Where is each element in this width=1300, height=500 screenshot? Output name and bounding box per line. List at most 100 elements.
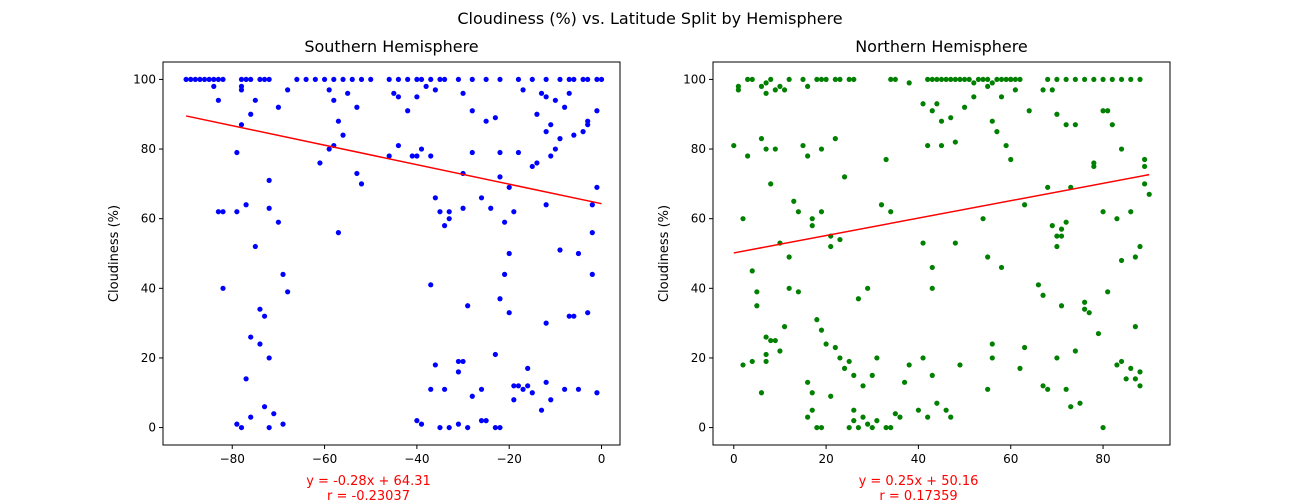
- northern-data-point: [772, 337, 778, 344]
- southern-data-point: [432, 362, 438, 368]
- northern-y-tick-label: 0: [698, 421, 706, 435]
- northern-data-point: [1128, 365, 1134, 371]
- southern-data-point: [455, 369, 462, 375]
- northern-data-point: [809, 407, 815, 413]
- southern-y-axis-label: Cloudiness (%): [107, 205, 122, 302]
- southern-data-point: [575, 250, 582, 257]
- southern-data-point: [206, 76, 212, 83]
- northern-data-point: [841, 174, 848, 180]
- southern-data-point: [492, 115, 498, 121]
- southern-data-point: [285, 289, 291, 295]
- southern-data-point: [497, 424, 503, 431]
- southern-data-point: [248, 414, 254, 420]
- northern-data-point: [985, 254, 991, 260]
- southern-data-point: [566, 313, 572, 319]
- northern-data-point: [809, 390, 815, 396]
- northern-data-point: [818, 327, 825, 333]
- northern-data-point: [929, 372, 935, 378]
- northern-data-point: [869, 424, 875, 431]
- southern-x-tick-label: −20: [497, 452, 522, 466]
- southern-data-point: [552, 97, 558, 103]
- northern-y-tick-label: 20: [691, 351, 706, 365]
- southern-data-point: [414, 153, 420, 159]
- northern-data-point: [929, 285, 935, 291]
- southern-data-point: [501, 271, 508, 277]
- southern-data-point: [331, 97, 337, 103]
- southern-data-point: [312, 76, 318, 83]
- northern-data-point: [888, 209, 894, 215]
- southern-data-point: [460, 90, 466, 96]
- southern-data-point: [238, 87, 245, 93]
- southern-data-point: [529, 163, 535, 170]
- northern-data-point: [745, 153, 751, 159]
- northern-data-point: [805, 379, 811, 385]
- northern-data-point: [1068, 404, 1074, 410]
- southern-data-point: [326, 146, 332, 152]
- southern-data-point: [211, 83, 217, 89]
- northern-data-point: [938, 142, 945, 149]
- northern-data-point: [758, 136, 765, 142]
- southern-y-tick-label: 100: [133, 72, 156, 86]
- southern-data-point: [571, 132, 577, 138]
- northern-data-point: [818, 424, 825, 431]
- southern-data-point: [257, 76, 263, 83]
- southern-data-point: [340, 76, 346, 83]
- northern-data-point: [1146, 191, 1152, 197]
- northern-data-point: [1017, 76, 1023, 83]
- northern-data-point: [1132, 324, 1138, 330]
- southern-data-point: [520, 87, 526, 93]
- northern-data-point: [772, 87, 778, 93]
- northern-data-point: [749, 358, 755, 365]
- southern-data-point: [215, 209, 221, 215]
- northern-data-point: [828, 393, 834, 399]
- southern-data-point: [386, 76, 392, 83]
- northern-regression-equation: y = 0.25x + 50.16: [859, 474, 979, 489]
- northern-data-point: [975, 76, 982, 83]
- southern-y-tick-label: 0: [148, 421, 156, 435]
- northern-data-point: [1040, 292, 1046, 298]
- northern-data-point: [878, 202, 885, 208]
- northern-data-point: [1118, 76, 1125, 83]
- northern-data-point: [791, 198, 797, 204]
- southern-data-point: [529, 390, 535, 396]
- northern-data-point: [1091, 76, 1097, 83]
- northern-data-point: [1082, 299, 1088, 305]
- northern-data-point: [851, 372, 857, 378]
- northern-data-point: [805, 153, 811, 159]
- northern-data-point: [980, 76, 986, 83]
- northern-data-point: [1054, 243, 1060, 250]
- northern-y-axis-label: Cloudiness (%): [657, 205, 672, 302]
- southern-data-point: [275, 104, 282, 110]
- northern-data-point: [1072, 122, 1078, 128]
- northern-data-point: [805, 83, 811, 89]
- northern-data-point: [1021, 202, 1028, 208]
- northern-data-point: [1137, 369, 1143, 375]
- northern-data-point: [1128, 209, 1134, 215]
- southern-data-point: [520, 386, 526, 392]
- southern-data-point: [566, 76, 572, 83]
- southern-data-point: [515, 76, 522, 83]
- northern-data-point: [1063, 76, 1069, 83]
- southern-data-point: [515, 149, 522, 156]
- northern-data-point: [754, 303, 760, 309]
- southern-data-point: [589, 230, 595, 236]
- northern-data-point: [980, 216, 986, 222]
- northern-data-point: [892, 411, 898, 417]
- figure-suptitle: Cloudiness (%) vs. Latitude Split by Hem…: [457, 9, 842, 28]
- southern-data-point: [243, 76, 249, 83]
- southern-data-point: [201, 76, 208, 83]
- southern-data-point: [261, 76, 268, 83]
- southern-data-point: [197, 76, 203, 83]
- southern-data-point: [469, 108, 475, 114]
- northern-data-point: [1095, 330, 1102, 337]
- southern-data-point: [409, 153, 415, 159]
- southern-x-tick-label: −80: [220, 452, 245, 466]
- southern-data-point: [562, 104, 568, 110]
- southern-data-point: [248, 334, 254, 340]
- northern-data-point: [772, 146, 778, 152]
- southern-data-point: [598, 76, 605, 83]
- southern-hemisphere-plot: Southern Hemisphere −80 −60 −40 −20 0 0 20 40 60 8…: [107, 37, 621, 500]
- northern-data-point: [1008, 156, 1014, 163]
- northern-data-point: [832, 136, 838, 142]
- southern-data-point: [543, 379, 549, 385]
